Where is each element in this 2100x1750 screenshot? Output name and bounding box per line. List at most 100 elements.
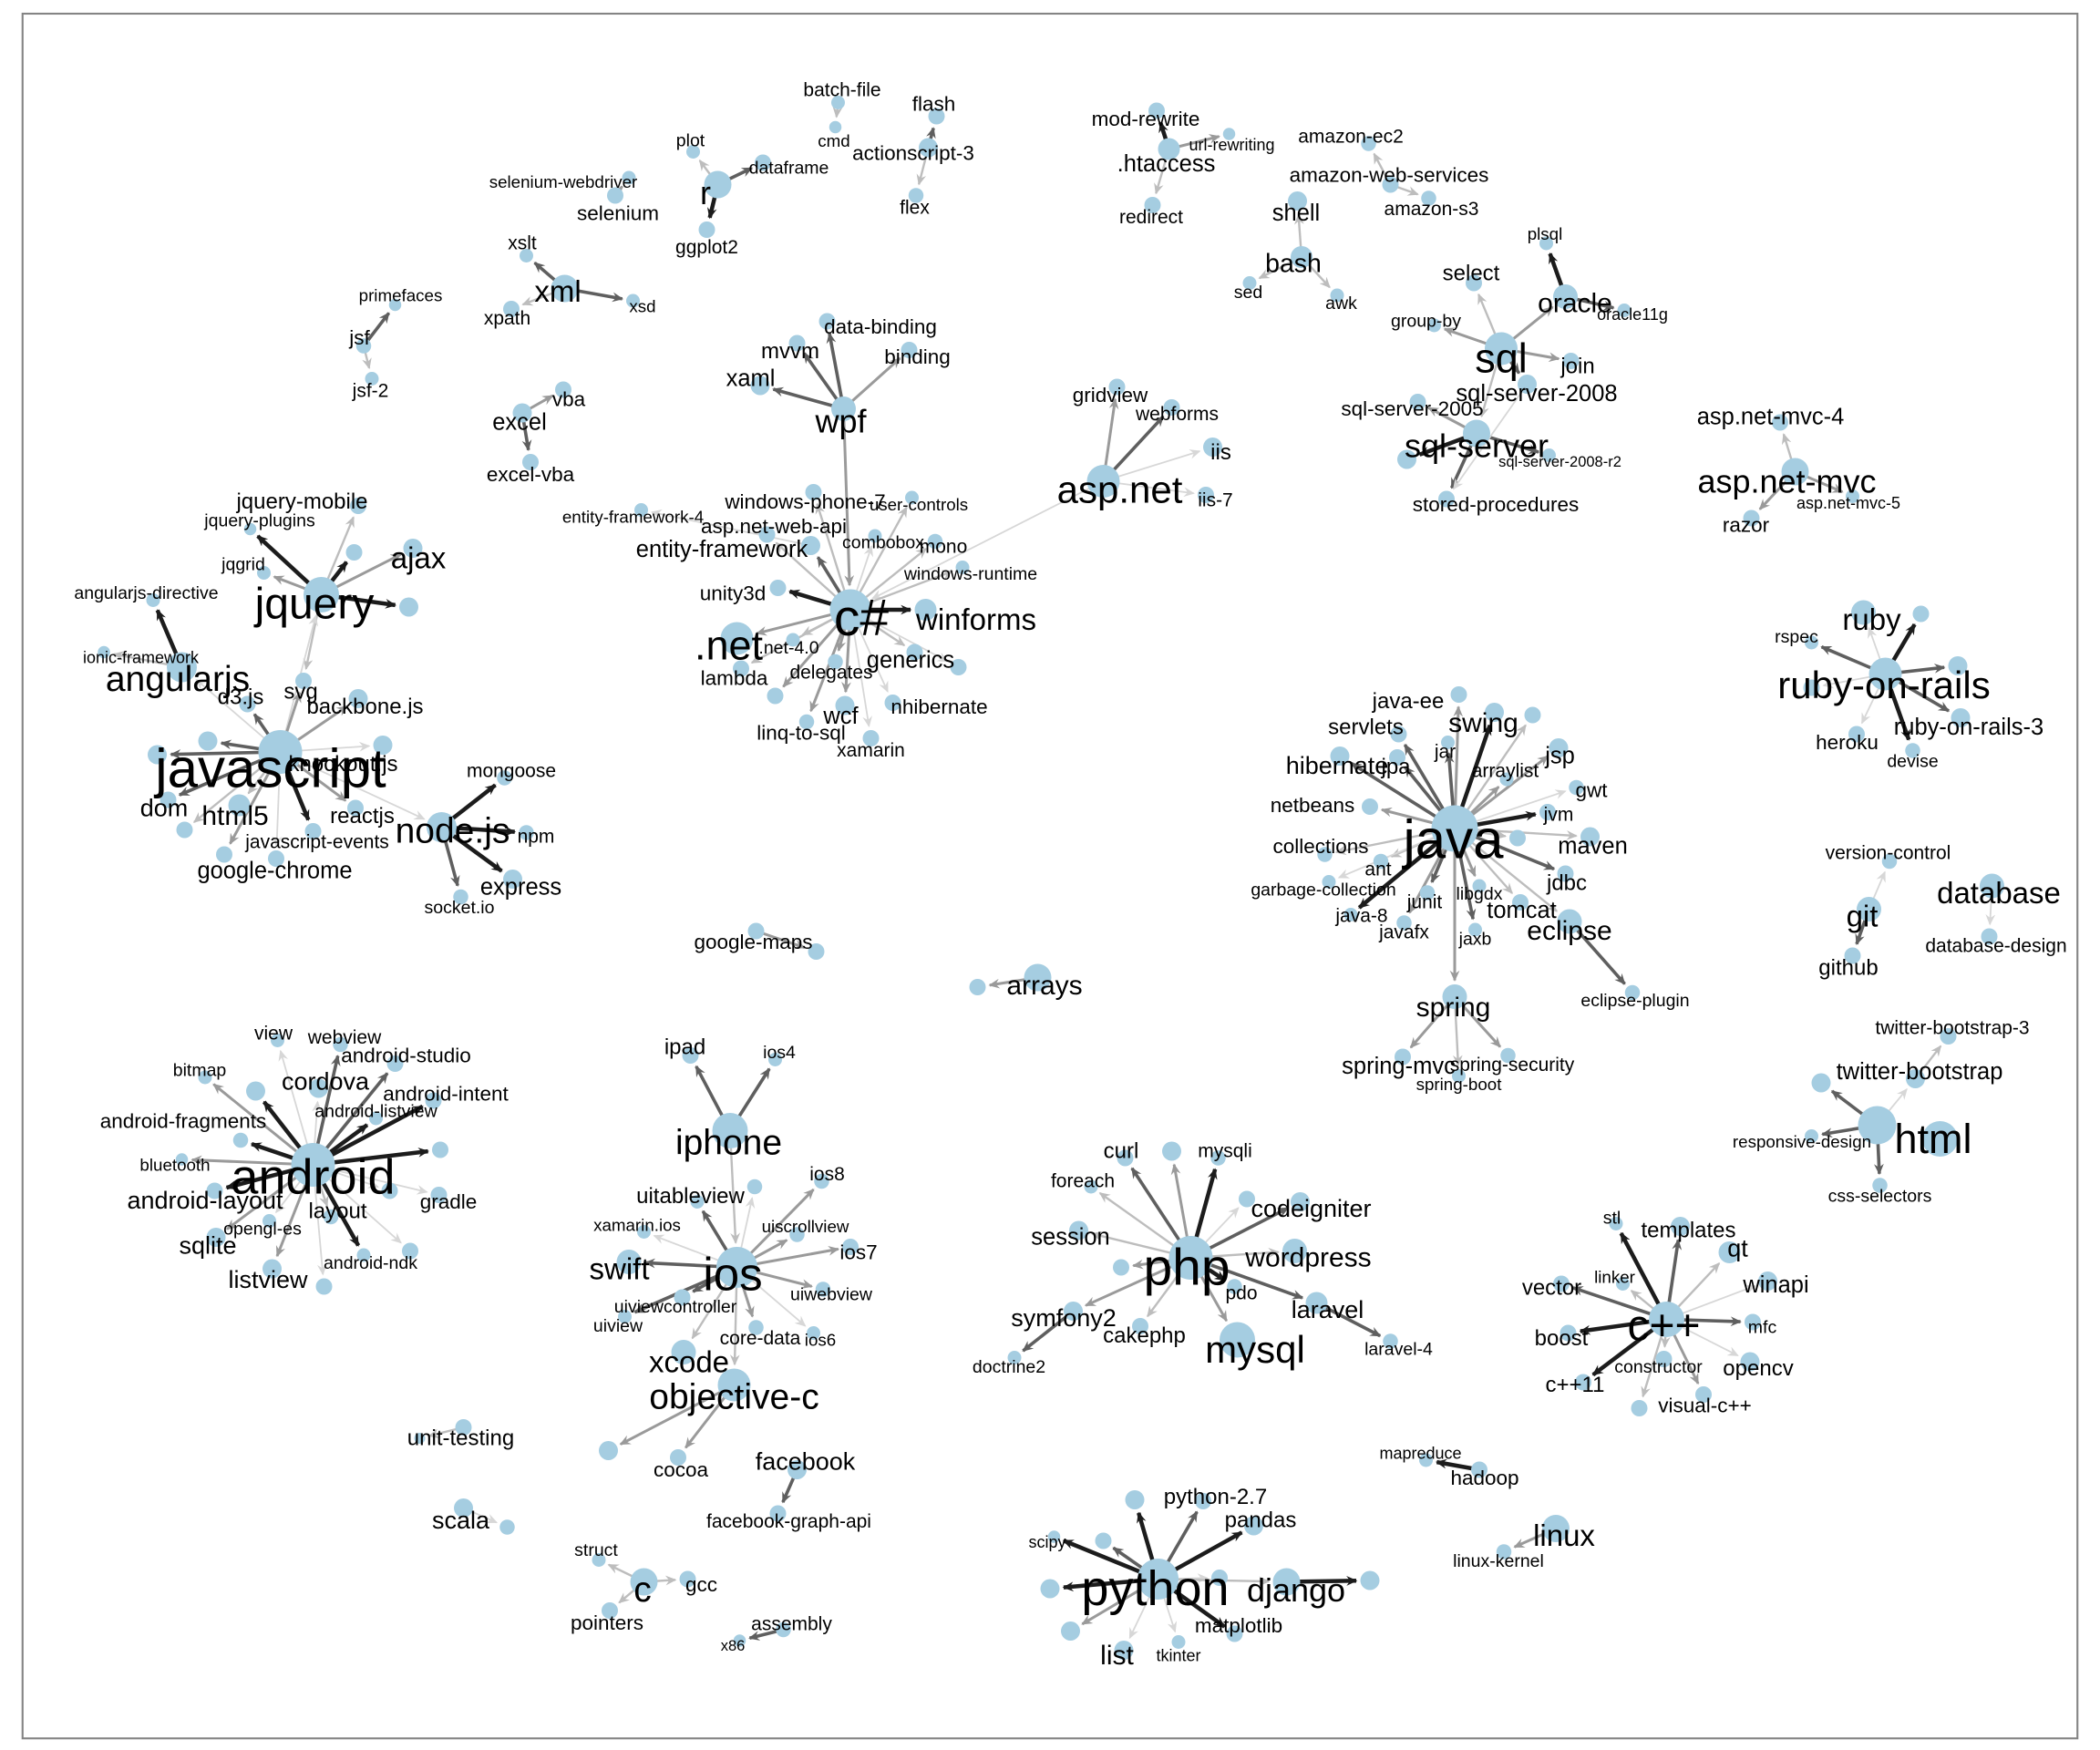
node-knockout.js[interactable] (373, 736, 393, 755)
node-n-py4[interactable] (1360, 1570, 1380, 1590)
node-xaml[interactable] (750, 376, 770, 396)
node-n-jq2[interactable] (399, 597, 418, 617)
node-n-ut[interactable] (414, 1433, 426, 1444)
node-n-ruby2[interactable] (1803, 679, 1820, 696)
node-n-py6[interactable] (1061, 1621, 1080, 1641)
node-jsf[interactable] (355, 338, 372, 354)
node-ios8[interactable] (814, 1173, 829, 1189)
node-swift[interactable] (616, 1250, 642, 1274)
node-shell[interactable] (1288, 191, 1307, 211)
node-sed[interactable] (1242, 276, 1257, 290)
node-version-control[interactable] (1881, 853, 1898, 870)
node-combobox[interactable] (868, 529, 882, 543)
node-n-and4[interactable] (315, 1278, 333, 1295)
node-asp.net-mvc-4[interactable] (1772, 414, 1788, 431)
node-n-sqlsrv[interactable] (1397, 449, 1416, 469)
node-github[interactable] (1844, 947, 1861, 964)
node-uiwebview[interactable] (815, 1282, 831, 1297)
node-n-objc[interactable] (599, 1441, 618, 1460)
node-bitmap[interactable] (198, 1070, 212, 1085)
node-arraylist[interactable] (1499, 772, 1514, 787)
node-mono[interactable] (927, 533, 943, 550)
node-android-layout[interactable] (206, 1182, 223, 1199)
node-symfony2[interactable] (1064, 1302, 1083, 1321)
node-iphone[interactable] (712, 1113, 748, 1148)
node-git[interactable] (1857, 897, 1881, 921)
node-xpath[interactable] (503, 301, 520, 317)
node-boost[interactable] (1560, 1324, 1577, 1342)
node-.htaccess[interactable] (1158, 138, 1180, 160)
node-heroku[interactable] (1848, 726, 1865, 743)
node-group-by[interactable] (1427, 318, 1441, 333)
node-actionscript-3[interactable] (919, 138, 938, 158)
node-n-cpp[interactable] (1631, 1400, 1648, 1416)
node-css-selectors[interactable] (1872, 1178, 1888, 1193)
node-google-maps[interactable] (747, 922, 765, 940)
node-jqgrid[interactable] (257, 566, 271, 580)
node-maven[interactable] (1580, 827, 1600, 847)
node-razor[interactable] (1743, 510, 1760, 527)
node-uiview[interactable] (618, 1310, 632, 1323)
node-selenium[interactable] (607, 187, 623, 204)
node-winapi[interactable] (1758, 1271, 1777, 1291)
node-n-ruby1[interactable] (1912, 605, 1930, 623)
node-ionic-framework[interactable] (98, 645, 110, 659)
node-android-studio[interactable] (386, 1055, 404, 1072)
node-wpf[interactable] (831, 396, 856, 421)
node-.net-4.0[interactable] (786, 633, 800, 647)
node-webforms[interactable] (1163, 399, 1180, 416)
node-iis-7[interactable] (1198, 487, 1214, 503)
node-linq-to-sql[interactable] (798, 714, 815, 730)
node-javascript[interactable] (258, 730, 303, 774)
node-ajax[interactable] (403, 539, 423, 558)
node-windows-runtime[interactable] (955, 561, 970, 574)
node-xamarin.ios[interactable] (637, 1225, 651, 1239)
node-plot[interactable] (686, 145, 700, 159)
node-responsive-design[interactable] (1805, 1129, 1818, 1143)
node-mysqli[interactable] (1210, 1150, 1226, 1166)
node-templates[interactable] (1671, 1217, 1690, 1236)
node-xml[interactable] (551, 274, 579, 303)
node-socket.io[interactable] (453, 889, 468, 905)
node-gcc[interactable] (679, 1570, 696, 1588)
node-gradle[interactable] (430, 1187, 448, 1203)
node-libgdx[interactable] (1472, 879, 1487, 893)
node-dataframe[interactable] (755, 154, 771, 171)
node-stored-procedures[interactable] (1438, 490, 1455, 508)
node-n-py1[interactable] (1125, 1490, 1145, 1509)
node-java-8[interactable] (1343, 908, 1358, 921)
node-generics[interactable] (906, 643, 923, 661)
node-n-java1[interactable] (1524, 706, 1541, 724)
node-n-java2[interactable] (1509, 829, 1526, 847)
node-jsp[interactable] (1549, 738, 1569, 757)
node-n-and5[interactable] (402, 1242, 418, 1260)
node-nhibernate[interactable] (884, 695, 901, 711)
node-binding[interactable] (901, 342, 918, 358)
node-n-arr[interactable] (969, 979, 986, 995)
node-ruby-on-rails[interactable] (1868, 657, 1902, 691)
node-servlets[interactable] (1390, 726, 1407, 743)
node-amazon-s3[interactable] (1421, 190, 1436, 206)
node-n-cs3[interactable] (767, 687, 784, 705)
node-plsql[interactable] (1539, 236, 1553, 251)
node-ios4[interactable] (768, 1053, 782, 1066)
node-vba[interactable] (555, 381, 571, 398)
node-linux-kernel[interactable] (1496, 1544, 1512, 1560)
node-wcf[interactable] (835, 695, 855, 715)
node-uiviewcontroller[interactable] (674, 1289, 691, 1306)
node-tkinter[interactable] (1171, 1635, 1186, 1649)
node-android-listview[interactable] (369, 1111, 383, 1126)
node-jsf-2[interactable] (365, 372, 379, 386)
node-n-php2[interactable] (1239, 1190, 1255, 1208)
node-n-and1[interactable] (246, 1081, 265, 1101)
node-android[interactable] (291, 1143, 335, 1187)
node-n-js1[interactable] (198, 731, 218, 751)
node-asp.net[interactable] (1086, 465, 1120, 498)
node-asp.net-web-api[interactable] (758, 526, 776, 543)
node-opencv[interactable] (1740, 1352, 1760, 1372)
node-n-py3[interactable] (1211, 1570, 1228, 1586)
node-tomcat[interactable] (1512, 894, 1529, 911)
node-r[interactable] (704, 170, 732, 199)
node-mongoose[interactable] (497, 770, 512, 786)
node-sql-server-2008[interactable] (1518, 375, 1537, 394)
